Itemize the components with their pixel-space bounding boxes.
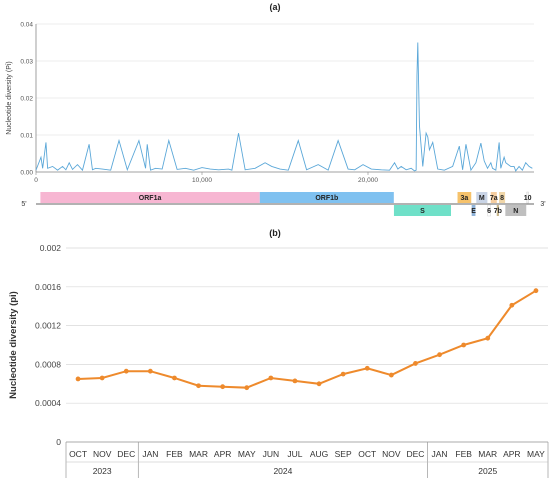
gene-label-orf7a: 7a xyxy=(490,195,498,202)
chart-b-x-tick-label: AUG xyxy=(310,449,328,459)
chart-b-data-point xyxy=(99,375,105,381)
chart-b-x-tick-label: FEB xyxy=(166,449,183,459)
chart-b-x-tick-label: APR xyxy=(503,449,520,459)
chart-b-y-tick-label: 0.0008 xyxy=(35,359,61,369)
genome-5-prime-label: 5' xyxy=(21,201,26,208)
chart-b-year-label: 2023 xyxy=(93,466,112,476)
chart-b-data-point xyxy=(268,375,274,381)
chart-b-data-point xyxy=(75,376,81,382)
chart-b-x-tick-label: SEP xyxy=(335,449,352,459)
chart-b-data-point xyxy=(292,378,298,384)
chart-b-year-label: 2024 xyxy=(273,466,292,476)
chart-b-y-axis-title: Nucleotide diversity (pi) xyxy=(8,291,19,399)
chart-b-data-point xyxy=(196,383,201,389)
chart-b-x-tick-label: JAN xyxy=(432,449,448,459)
gene-block-orf8 xyxy=(499,192,506,203)
chart-a-x-tick-label: 0 xyxy=(34,177,38,184)
chart-b-x-tick-label: NOV xyxy=(382,449,401,459)
chart-a-y-tick-label: 0.01 xyxy=(20,133,33,140)
chart-b-year-label: 2025 xyxy=(478,466,497,476)
chart-b-x-tick-label: DEC xyxy=(406,449,424,459)
chart-b-data-point xyxy=(364,365,370,371)
chart-a: 0.00 0.01 0.02 0.03 0.04 0 10,000 20,000 Nucleot… xyxy=(6,22,534,184)
gene-block-orf1a xyxy=(40,192,260,203)
chart-b-data-point xyxy=(388,372,394,378)
chart-b-x-tick-label: MAR xyxy=(478,449,497,459)
chart-b: 0 0.0004 0.0008 0.0012 0.0016 0.002 Nucleotide… xyxy=(8,243,549,478)
gene-label-orf1a: ORF1a xyxy=(139,195,162,202)
chart-b-data-point xyxy=(172,375,177,381)
chart-b-x-tick-label: MAY xyxy=(238,449,256,459)
chart-b-x-tick-label: JUL xyxy=(287,449,302,459)
chart-b-data-point xyxy=(437,352,442,358)
gene-block-E xyxy=(471,205,476,216)
gene-block-S xyxy=(393,205,451,216)
chart-b-data-point xyxy=(123,368,129,374)
chart-b-x-tick-label: MAY xyxy=(527,449,545,459)
chart-b-data-point xyxy=(316,381,322,387)
chart-b-y-tick-label: 0.002 xyxy=(40,243,62,253)
chart-a-y-tick-label: 0.00 xyxy=(20,170,33,177)
chart-b-x-tick-label: NOV xyxy=(93,449,112,459)
gene-label-M: M xyxy=(479,195,485,202)
gene-label-orf8: 8 xyxy=(500,195,504,202)
gene-block-orf6 xyxy=(487,204,491,217)
chart-b-x-tick-label: OCT xyxy=(358,449,376,459)
chart-b-data-point xyxy=(340,371,346,377)
panel-b-label: (b) xyxy=(269,228,281,238)
gene-label-S: S xyxy=(420,208,425,215)
gene-label-E: E xyxy=(471,208,476,215)
chart-b-data-point xyxy=(220,384,226,390)
chart-b-series-line xyxy=(78,289,537,389)
gene-block-M xyxy=(476,192,488,203)
chart-b-data-point xyxy=(244,385,250,391)
chart-b-data-point xyxy=(509,302,515,308)
chart-a-y-tick-label: 0.04 xyxy=(20,22,33,29)
chart-b-y-tick-label: 0 xyxy=(56,437,61,447)
gene-block-orf7a xyxy=(490,192,497,203)
gene-block-orf7b xyxy=(496,205,499,216)
chart-b-x-tick-label: FEB xyxy=(455,449,472,459)
chart-b-y-tick-label: 0.0012 xyxy=(35,321,61,331)
gene-label-orf7b: 7b xyxy=(494,208,502,215)
gene-block-orf1b xyxy=(259,192,394,203)
gene-block-orf10 xyxy=(526,191,529,204)
chart-b-data-point xyxy=(413,361,418,366)
chart-b-x-tick-label: MAR xyxy=(189,449,208,459)
chart-b-data-point xyxy=(533,288,539,294)
chart-b-y-tick-label: 0.0004 xyxy=(35,398,61,408)
gene-block-orf3a xyxy=(457,192,472,203)
panel-a-label: (a) xyxy=(270,2,281,12)
gene-label-orf6: 6 xyxy=(487,208,491,215)
chart-b-data-point xyxy=(485,335,491,341)
chart-b-data-point xyxy=(147,368,153,374)
gene-label-orf10: 10 xyxy=(524,195,532,202)
chart-b-y-tick-label: 0.0016 xyxy=(35,282,61,292)
chart-b-x-tick-label: APR xyxy=(214,449,231,459)
chart-b-data-point xyxy=(461,342,467,348)
chart-a-x-tick-label: 10,000 xyxy=(192,177,212,184)
gene-label-N: N xyxy=(513,208,518,215)
chart-b-x-tick-label: JUN xyxy=(263,449,280,459)
chart-b-x-tick-label: OCT xyxy=(69,449,87,459)
chart-a-y-tick-label: 0.03 xyxy=(20,59,33,66)
gene-label-orf1b: ORF1b xyxy=(315,195,338,202)
chart-b-x-tick-label: DEC xyxy=(117,449,135,459)
genome-3-prime-label: 3' xyxy=(540,201,545,208)
chart-a-series-line xyxy=(35,42,533,172)
gene-label-orf3a: 3a xyxy=(460,195,468,202)
chart-a-y-axis-title: Nucleotide diversity (Pi) xyxy=(6,61,13,135)
chart-b-x-tick-label: JAN xyxy=(142,449,158,459)
chart-a-y-tick-label: 0.02 xyxy=(20,96,33,103)
gene-block-N xyxy=(505,205,527,216)
chart-a-x-tick-label: 20,000 xyxy=(358,177,378,184)
